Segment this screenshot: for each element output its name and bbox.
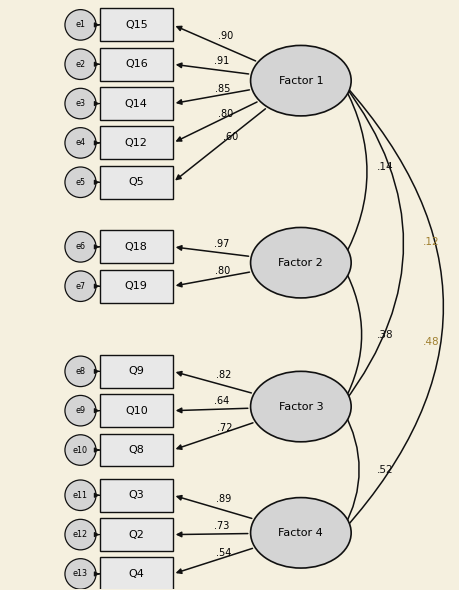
FancyArrowPatch shape — [342, 84, 366, 259]
Ellipse shape — [65, 9, 96, 40]
Ellipse shape — [65, 88, 96, 119]
FancyArrowPatch shape — [343, 84, 442, 529]
Text: Q10: Q10 — [125, 406, 147, 416]
Text: .89: .89 — [215, 494, 231, 504]
Ellipse shape — [65, 480, 96, 510]
Text: .90: .90 — [217, 31, 233, 41]
Text: e6: e6 — [75, 242, 85, 251]
Ellipse shape — [65, 559, 96, 589]
FancyBboxPatch shape — [100, 434, 173, 467]
Ellipse shape — [250, 497, 350, 568]
Ellipse shape — [65, 127, 96, 158]
FancyBboxPatch shape — [100, 394, 173, 427]
Text: .38: .38 — [376, 330, 393, 340]
Ellipse shape — [250, 228, 350, 298]
Ellipse shape — [65, 271, 96, 301]
Text: e1: e1 — [75, 21, 85, 30]
Text: .52: .52 — [376, 465, 393, 475]
Text: Q4: Q4 — [128, 569, 144, 579]
Ellipse shape — [250, 45, 350, 116]
Ellipse shape — [65, 395, 96, 426]
Text: e9: e9 — [75, 406, 85, 415]
Text: Q2: Q2 — [128, 530, 144, 540]
Text: e7: e7 — [75, 281, 85, 291]
Text: Q8: Q8 — [128, 445, 144, 455]
Text: Factor 4: Factor 4 — [278, 528, 323, 538]
Text: Factor 1: Factor 1 — [278, 76, 323, 86]
Text: Q15: Q15 — [125, 20, 147, 30]
Text: e2: e2 — [75, 60, 85, 68]
FancyBboxPatch shape — [100, 558, 173, 590]
Ellipse shape — [65, 519, 96, 550]
FancyBboxPatch shape — [100, 479, 173, 512]
Text: .54: .54 — [216, 548, 231, 558]
Ellipse shape — [65, 232, 96, 262]
Text: .14: .14 — [376, 162, 393, 172]
Text: Q16: Q16 — [125, 59, 147, 69]
FancyBboxPatch shape — [100, 166, 173, 199]
FancyBboxPatch shape — [100, 87, 173, 120]
Text: .91: .91 — [214, 56, 229, 66]
FancyArrowPatch shape — [343, 84, 403, 403]
Text: Factor 3: Factor 3 — [278, 402, 323, 412]
Text: e13: e13 — [73, 569, 88, 578]
Text: .97: .97 — [214, 239, 229, 249]
Text: Q3: Q3 — [128, 490, 144, 500]
FancyArrowPatch shape — [342, 411, 358, 529]
Text: Q19: Q19 — [124, 281, 147, 291]
FancyBboxPatch shape — [100, 518, 173, 551]
Text: e5: e5 — [75, 178, 85, 187]
Ellipse shape — [65, 167, 96, 198]
Text: Q5: Q5 — [128, 177, 144, 187]
FancyBboxPatch shape — [100, 355, 173, 388]
FancyBboxPatch shape — [100, 270, 173, 303]
Text: Q12: Q12 — [124, 138, 147, 148]
Text: .85: .85 — [214, 84, 230, 94]
Text: Q14: Q14 — [124, 99, 147, 109]
Text: e4: e4 — [75, 139, 85, 148]
Text: e12: e12 — [73, 530, 88, 539]
Text: Q18: Q18 — [124, 242, 147, 252]
Ellipse shape — [65, 356, 96, 386]
Text: .48: .48 — [422, 337, 438, 347]
Ellipse shape — [65, 49, 96, 80]
Text: .12: .12 — [422, 237, 438, 247]
Text: Factor 2: Factor 2 — [278, 258, 323, 268]
Text: .73: .73 — [213, 521, 229, 531]
Text: .80: .80 — [218, 109, 233, 119]
FancyBboxPatch shape — [100, 231, 173, 263]
Text: .60: .60 — [222, 132, 237, 142]
Text: e11: e11 — [73, 491, 88, 500]
Text: .72: .72 — [216, 423, 231, 433]
Text: e10: e10 — [73, 445, 88, 454]
FancyBboxPatch shape — [100, 48, 173, 81]
FancyArrowPatch shape — [342, 267, 361, 402]
Text: Q9: Q9 — [128, 366, 144, 376]
Text: .80: .80 — [214, 266, 230, 276]
Text: e8: e8 — [75, 367, 85, 376]
Text: .64: .64 — [213, 396, 229, 407]
Text: .82: .82 — [215, 369, 230, 379]
Ellipse shape — [250, 371, 350, 442]
FancyBboxPatch shape — [100, 126, 173, 159]
Ellipse shape — [65, 435, 96, 466]
FancyBboxPatch shape — [100, 8, 173, 41]
Text: e3: e3 — [75, 99, 85, 108]
